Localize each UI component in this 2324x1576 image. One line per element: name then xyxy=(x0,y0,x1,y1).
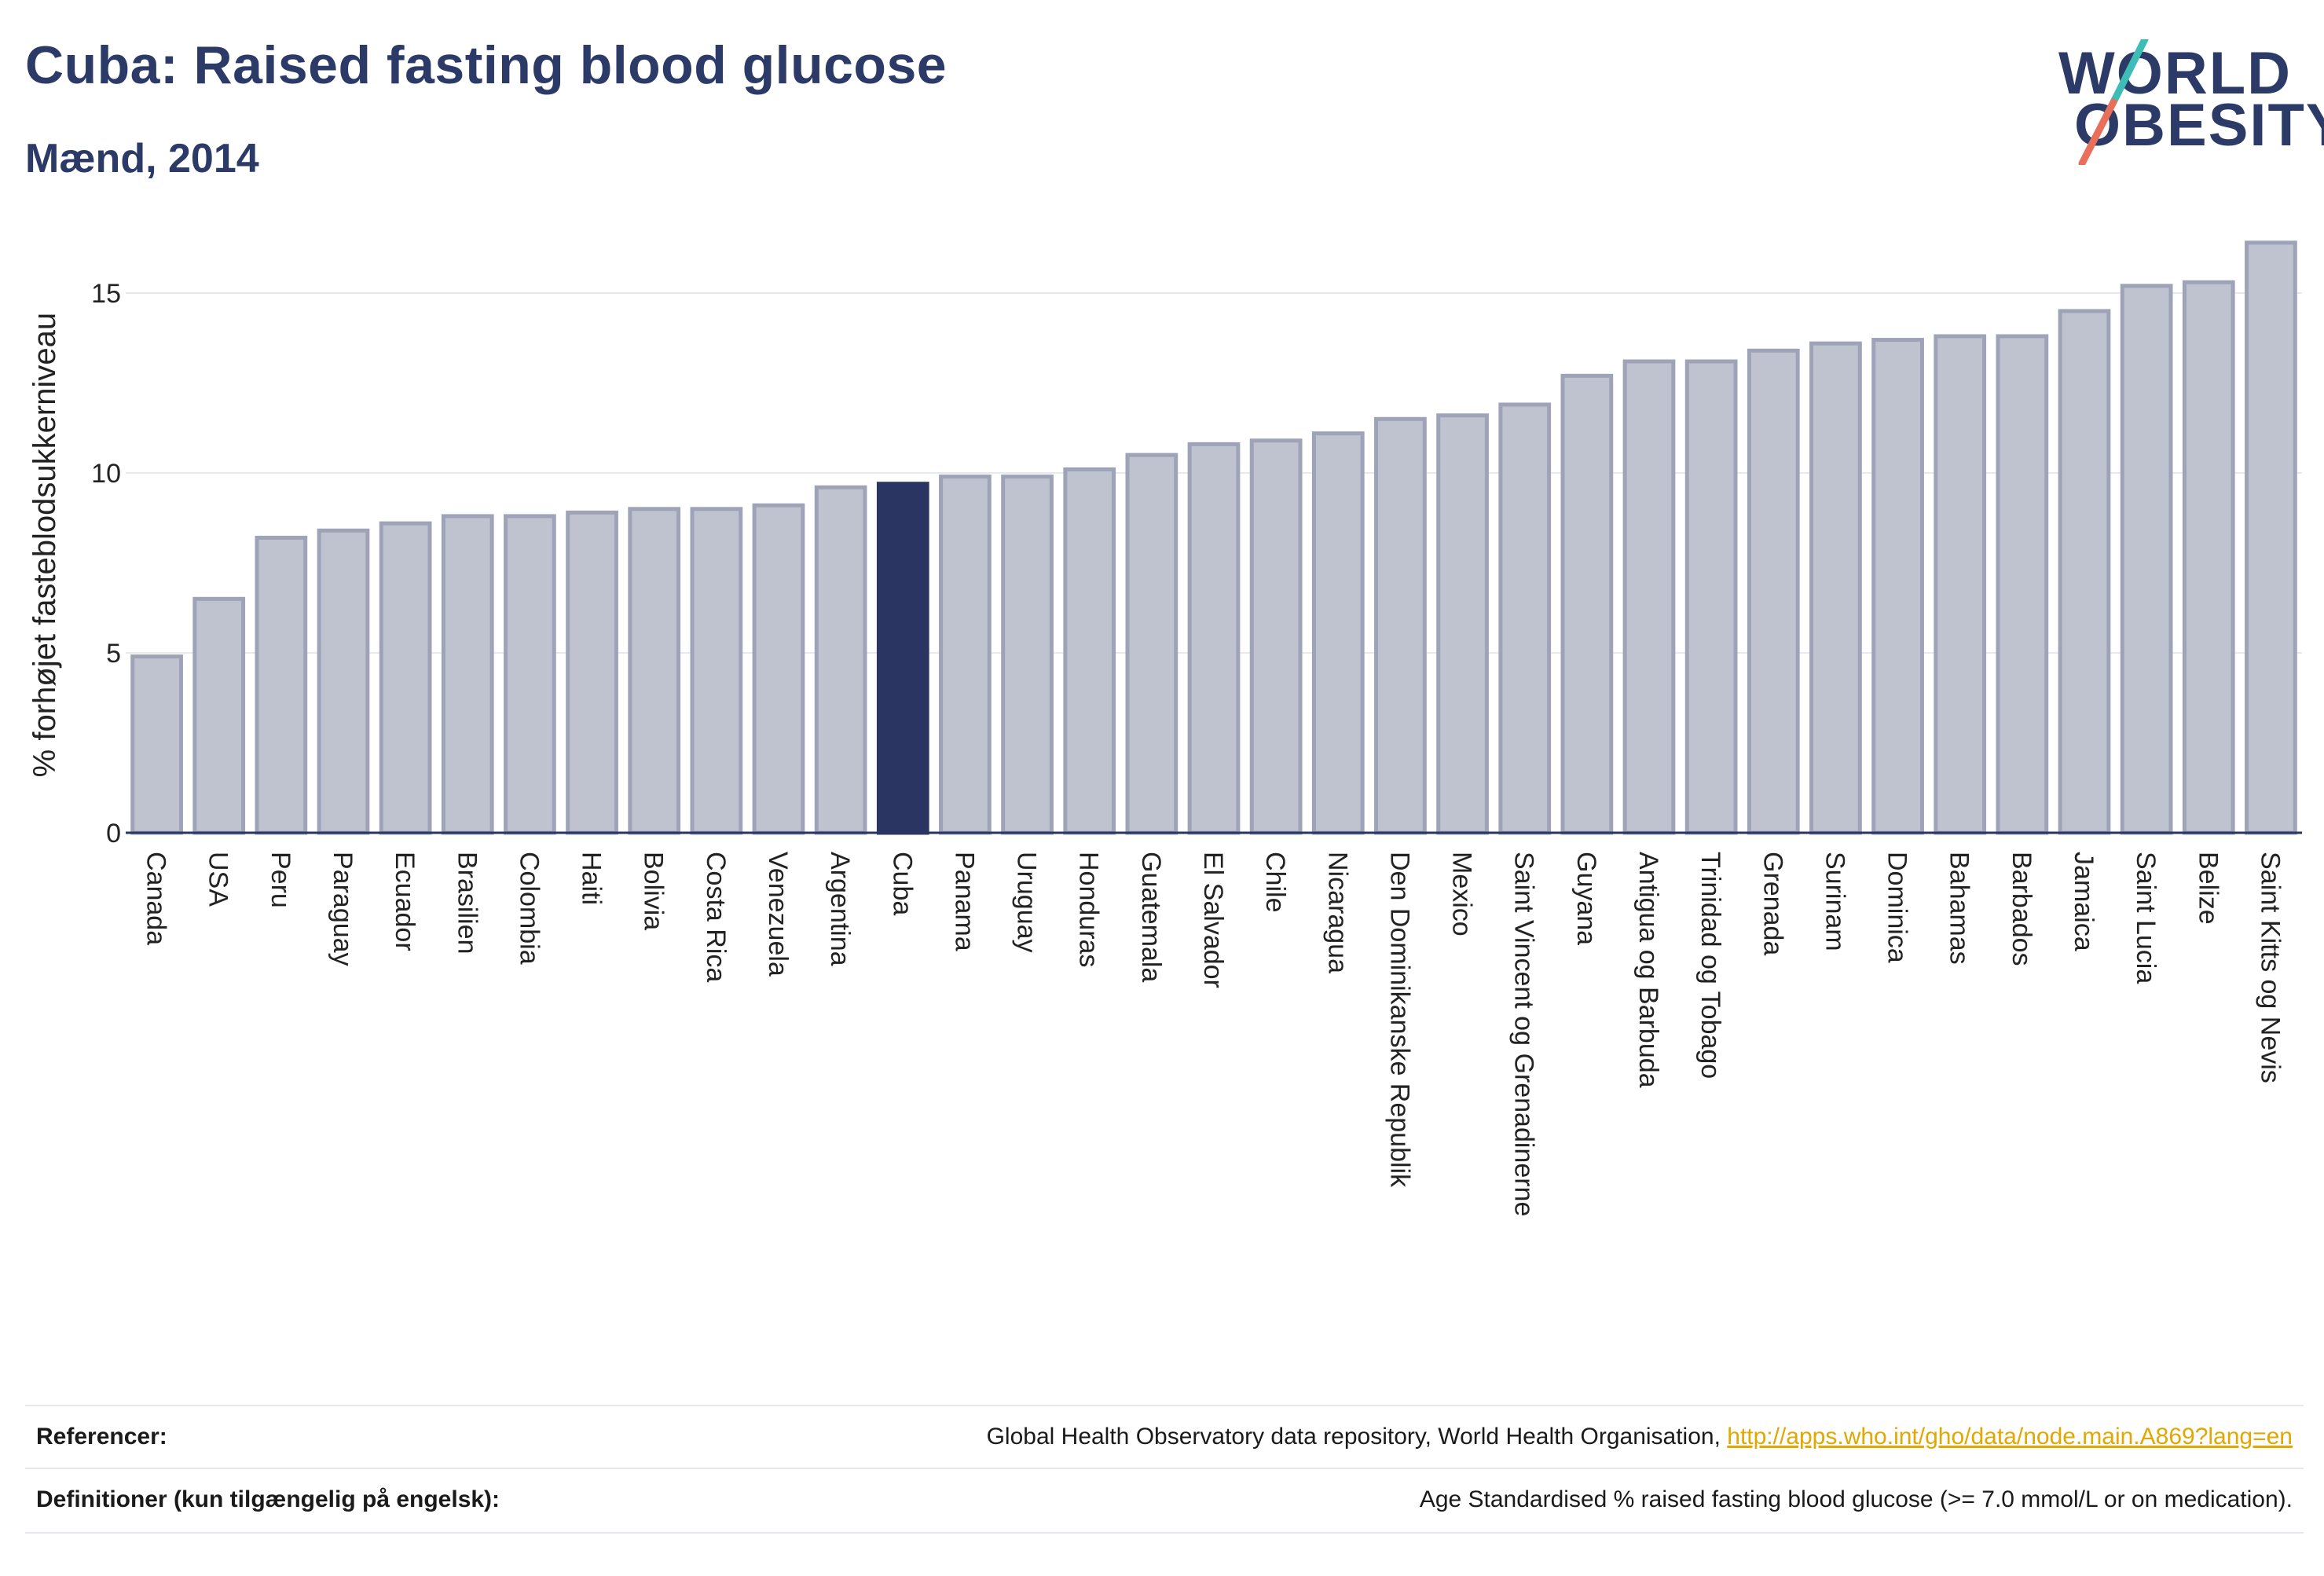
bar-colombia[interactable] xyxy=(504,514,556,835)
logo-slash-icon xyxy=(2078,39,2149,165)
references-row: Referencer: Global Health Observatory da… xyxy=(25,1405,2304,1468)
bar-argentina[interactable] xyxy=(814,485,867,835)
x-category-label: Argentina xyxy=(825,852,855,966)
x-category-label: Canada xyxy=(141,852,171,945)
x-category-label: Trinidad og Tobago xyxy=(1695,852,1725,1079)
x-category-label: Bolivia xyxy=(639,852,669,930)
bar-belize[interactable] xyxy=(2182,280,2235,835)
references-value: Global Health Observatory data repositor… xyxy=(987,1424,2304,1450)
definitions-text: Age Standardised % raised fasting blood … xyxy=(1419,1486,2293,1512)
x-category-label: Jamaica xyxy=(2069,852,2099,951)
x-category-label: Uruguay xyxy=(1012,852,1042,953)
y-tick-label: 10 xyxy=(91,459,121,489)
x-category-label: Brasilien xyxy=(452,852,482,954)
x-category-label: Barbados xyxy=(2007,852,2036,966)
bars xyxy=(130,240,2297,835)
x-category-label: Peru xyxy=(266,852,295,908)
x-category-label: Bahamas xyxy=(1945,852,1974,965)
x-category-label: Dominica xyxy=(1882,852,1912,963)
chart-title: Cuba: Raised fasting blood glucose xyxy=(25,35,948,95)
bar-venezuela[interactable] xyxy=(752,503,805,835)
bar-saint-kitts-og-nevis[interactable] xyxy=(2245,240,2297,835)
x-category-labels: Canada USA Peru Paraguay Ecuador Brasilien Col… xyxy=(141,852,2286,1216)
bar-trinidad-og-tobago[interactable] xyxy=(1684,359,1738,835)
bar-guyana[interactable] xyxy=(1560,373,1614,835)
references-label: Referencer: xyxy=(36,1424,167,1450)
x-category-label: Saint Lucia xyxy=(2131,852,2161,984)
bar-canada[interactable] xyxy=(130,654,183,835)
bar-haiti[interactable] xyxy=(566,510,618,835)
bar-cuba[interactable] xyxy=(876,482,929,835)
logo-text-obesity: OBESITY xyxy=(2074,92,2324,159)
x-category-label: Saint Kitts og Nevis xyxy=(2255,852,2285,1083)
x-category-label: Honduras xyxy=(1074,852,1104,967)
x-category-label: Panama xyxy=(949,852,979,951)
x-category-label: El Salvador xyxy=(1198,852,1228,988)
bar-barbados[interactable] xyxy=(1996,334,2049,835)
y-axis-label: % forhøjet fasteblodsukkerniveau xyxy=(27,313,62,777)
references-link[interactable]: http://apps.who.int/gho/data/node.main.A… xyxy=(1727,1424,2293,1450)
bar-uruguay[interactable] xyxy=(1001,475,1054,835)
bar-brasilien[interactable] xyxy=(441,514,494,835)
x-category-label: Saint Vincent og Grenadinerne xyxy=(1509,852,1539,1216)
x-category-label: Chile xyxy=(1260,852,1290,912)
bar-grenada[interactable] xyxy=(1747,348,1800,835)
x-category-label: Colombia xyxy=(514,852,544,965)
x-category-label: USA xyxy=(203,852,233,907)
y-tick-label: 0 xyxy=(106,819,121,848)
bar-peru[interactable] xyxy=(255,535,308,835)
bar-usa[interactable] xyxy=(192,596,246,835)
x-category-label: Haiti xyxy=(577,852,607,905)
x-category-label: Antigua og Barbuda xyxy=(1633,852,1663,1088)
bar-bolivia[interactable] xyxy=(628,507,681,835)
x-category-label: Grenada xyxy=(1758,852,1787,955)
y-tick-label: 5 xyxy=(106,639,121,669)
references-text: Global Health Observatory data repositor… xyxy=(986,1424,1728,1450)
definitions-row: Definitioner (kun tilgængelig på engelsk… xyxy=(25,1468,2304,1530)
world-obesity-logo[interactable]: WORLD OBESITY xyxy=(2051,39,2324,165)
definitions-label: Definitioner (kun tilgængelig på engelsk… xyxy=(36,1486,500,1512)
x-category-label: Cuba xyxy=(887,852,917,915)
logo-text-world: WORLD xyxy=(2058,40,2293,107)
x-category-label: Guatemala xyxy=(1136,852,1166,982)
x-category-label: Nicaragua xyxy=(1322,852,1352,973)
x-category-label: Guyana xyxy=(1571,852,1601,945)
bar-el-salvador[interactable] xyxy=(1187,442,1241,835)
chart-subtitle: Mænd, 2014 xyxy=(25,136,259,181)
x-category-label: Den Dominikanske Republik xyxy=(1384,852,1414,1188)
bar-ecuador[interactable] xyxy=(379,521,432,835)
bar-saint-vincent-og-grenadinerne[interactable] xyxy=(1498,402,1552,835)
bar-chile[interactable] xyxy=(1249,438,1303,835)
bar-paraguay[interactable] xyxy=(317,528,370,835)
bar-panama[interactable] xyxy=(939,475,992,835)
x-category-label: Costa Rica xyxy=(701,852,731,982)
bar-jamaica[interactable] xyxy=(2058,309,2111,835)
x-category-label: Paraguay xyxy=(328,852,357,966)
bar-den-dominikanske-republik[interactable] xyxy=(1374,416,1427,835)
bar-chart: 0 5 10 15 Canada USA Peru Paraguay Ecuador Brasi… xyxy=(27,240,2302,1216)
x-category-label: Ecuador xyxy=(390,852,420,951)
bar-costa-rica[interactable] xyxy=(690,507,743,835)
bar-guatemala[interactable] xyxy=(1125,453,1178,835)
bar-bahamas[interactable] xyxy=(1934,334,1987,835)
x-category-label: Belize xyxy=(2193,852,2223,925)
bar-nicaragua[interactable] xyxy=(1311,431,1365,835)
x-category-label: Surinam xyxy=(1820,852,1849,951)
x-category-label: Mexico xyxy=(1447,852,1477,936)
bar-saint-lucia[interactable] xyxy=(2120,284,2173,835)
x-category-label: Venezuela xyxy=(763,852,793,977)
bar-mexico[interactable] xyxy=(1436,413,1489,835)
bar-honduras[interactable] xyxy=(1063,467,1116,835)
bar-dominica[interactable] xyxy=(1871,338,1924,835)
y-tick-labels: 0 5 10 15 xyxy=(91,279,121,848)
y-tick-label: 15 xyxy=(91,279,121,309)
footer-divider xyxy=(25,1532,2304,1534)
bar-antigua-og-barbuda[interactable] xyxy=(1622,359,1676,835)
bar-surinam[interactable] xyxy=(1809,341,1862,835)
